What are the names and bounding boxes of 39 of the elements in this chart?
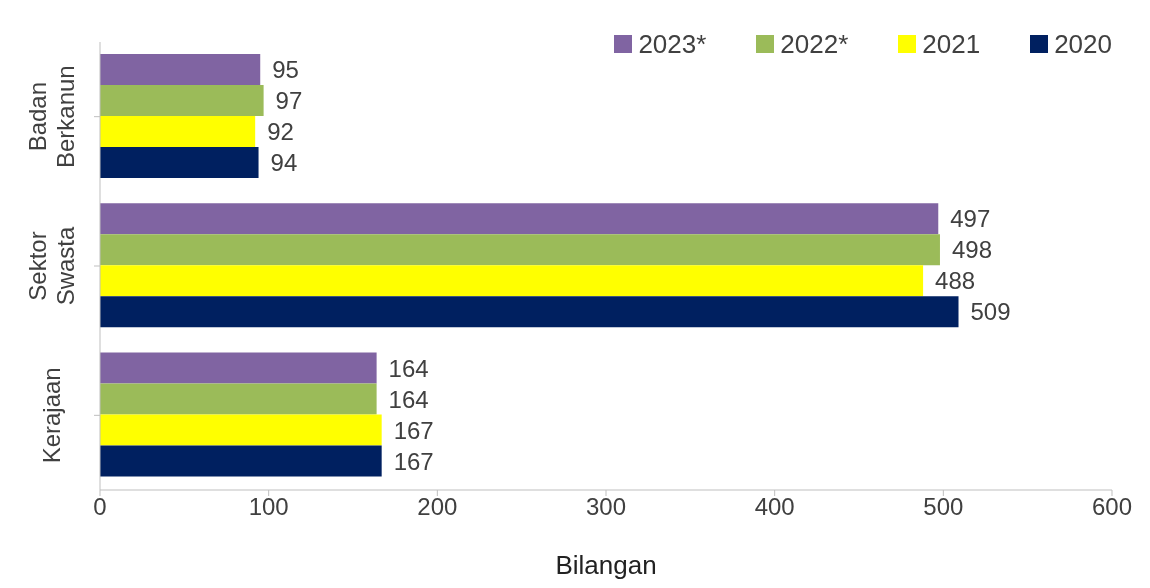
legend-label: 2020 — [1054, 28, 1112, 60]
bar — [100, 383, 377, 415]
bar — [100, 234, 940, 266]
bar — [100, 414, 382, 446]
data-label: 97 — [275, 86, 303, 114]
legend-label: 2021 — [922, 28, 981, 60]
data-label: 488 — [935, 267, 976, 295]
bar — [100, 445, 382, 477]
bar — [100, 203, 939, 235]
data-label: 164 — [388, 354, 429, 382]
x-tick-label: 100 — [248, 493, 289, 521]
bar — [100, 146, 259, 178]
x-tick-label: 400 — [754, 493, 795, 521]
data-label: 167 — [393, 416, 434, 444]
bar — [100, 53, 261, 85]
bar — [100, 265, 924, 297]
data-label: 509 — [970, 298, 1011, 326]
x-axis-title: Bilangan — [555, 550, 657, 580]
y-tick-label: Kerajaan — [38, 367, 65, 464]
x-tick-label: 0 — [93, 493, 107, 521]
data-label: 167 — [393, 447, 434, 475]
x-tick-label: 600 — [1091, 493, 1133, 521]
data-label: 497 — [950, 205, 991, 233]
x-tick-label: 200 — [417, 493, 458, 521]
bar — [100, 84, 264, 116]
data-label: 498 — [951, 236, 993, 264]
data-label: 164 — [388, 385, 429, 413]
bar — [100, 296, 959, 328]
bar — [100, 115, 256, 147]
data-label: 95 — [272, 55, 299, 83]
bar — [100, 352, 377, 384]
y-tick-label: Badan Berkanun — [24, 65, 79, 169]
data-label: 94 — [270, 148, 298, 176]
x-tick-label: 300 — [585, 493, 627, 521]
legend-label: 2022* — [780, 28, 849, 60]
y-tick-label: Sektor Swasta — [24, 226, 79, 306]
data-label: 92 — [267, 117, 294, 145]
legend-label: 2023* — [638, 28, 707, 60]
x-tick-label: 500 — [923, 493, 964, 521]
